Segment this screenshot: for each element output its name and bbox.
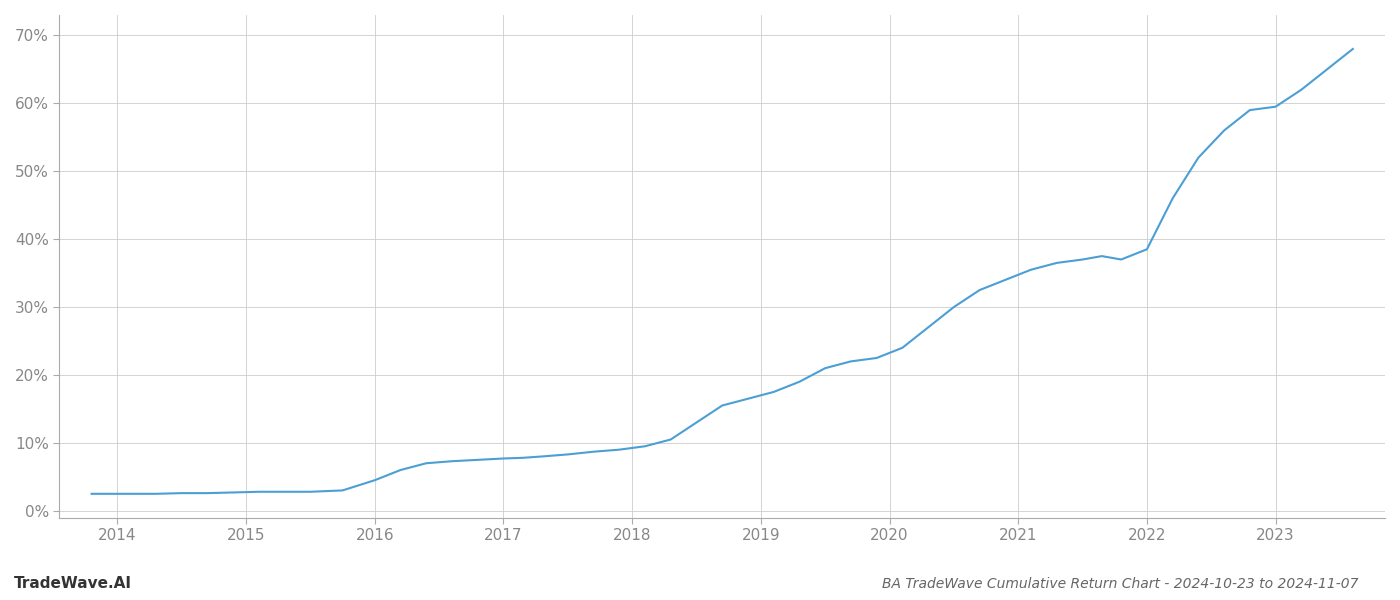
Text: TradeWave.AI: TradeWave.AI [14, 576, 132, 591]
Text: BA TradeWave Cumulative Return Chart - 2024-10-23 to 2024-11-07: BA TradeWave Cumulative Return Chart - 2… [882, 577, 1358, 591]
